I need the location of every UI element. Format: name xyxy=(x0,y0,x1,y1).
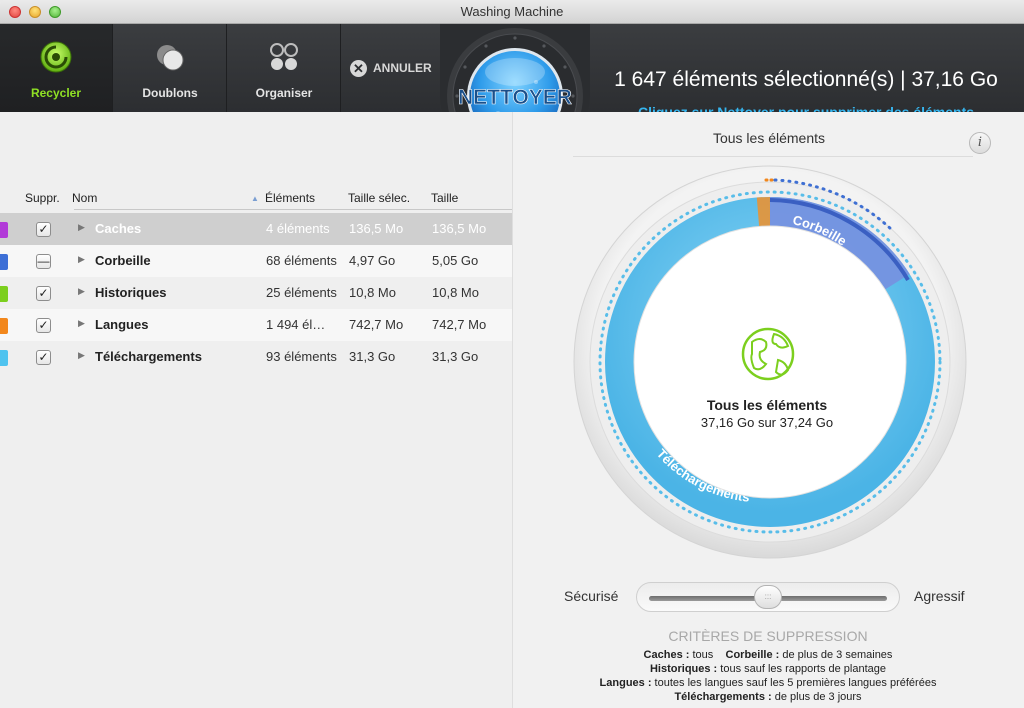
col-size[interactable]: Taille xyxy=(431,191,459,205)
duplicates-icon xyxy=(157,45,184,71)
clean-button-label: NETTOYER xyxy=(458,86,572,109)
delete-checkbox[interactable]: ✓ xyxy=(36,286,51,301)
categories-panel: Suppr. Nom ▲ Éléments Taille sélec. Tail… xyxy=(0,112,512,708)
category-color-swatch xyxy=(0,286,8,302)
row-elements: 1 494 él… xyxy=(266,317,326,332)
row-name: Caches xyxy=(95,221,142,236)
recycle-icon xyxy=(40,41,72,73)
criteria-line: Téléchargements : de plus de 3 jours xyxy=(674,691,862,703)
center-title: Tous les éléments xyxy=(707,397,828,413)
criteria-line: Caches : tous Corbeille : de plus de 3 s… xyxy=(643,649,893,661)
category-color-swatch xyxy=(0,222,8,238)
tab-organiser-label: Organiser xyxy=(255,86,313,100)
title-bar: Washing Machine xyxy=(0,0,1024,24)
organize-icon xyxy=(270,43,298,70)
cancel-button[interactable]: ✕ ANNULER xyxy=(350,59,432,77)
row-size: 10,8 Mo xyxy=(432,285,479,300)
delete-checkbox[interactable]: — xyxy=(36,254,51,269)
aggressiveness-slider-area: Sécurisé ::: Agressif xyxy=(512,578,1024,614)
panel-title: Tous les éléments xyxy=(712,130,826,146)
col-elements[interactable]: Éléments xyxy=(265,191,316,205)
row-size: 31,3 Go xyxy=(432,349,479,364)
criteria-line: Historiques : tous sauf les rapports de … xyxy=(649,663,886,675)
aggressiveness-slider[interactable]: ::: xyxy=(636,582,900,612)
row-name: Historiques xyxy=(95,285,167,300)
table-header: Suppr. Nom ▲ Éléments Taille sélec. Tail… xyxy=(0,190,512,210)
delete-checkbox[interactable]: ✓ xyxy=(36,222,51,237)
row-selected-size: 10,8 Mo xyxy=(349,285,396,300)
disclosure-triangle-icon[interactable]: ▶ xyxy=(78,350,85,360)
zoom-window-button[interactable] xyxy=(49,6,61,18)
selection-summary: 1 647 éléments sélectionné(s) | 37,16 Go xyxy=(614,68,998,91)
delete-checkbox[interactable]: ✓ xyxy=(36,350,51,365)
panel-title-divider xyxy=(573,156,973,157)
row-name: Langues xyxy=(95,317,149,332)
row-size: 742,7 Mo xyxy=(432,317,487,332)
sort-ascending-icon: ▲ xyxy=(251,194,259,203)
row-elements: 68 éléments xyxy=(266,253,337,268)
delete-checkbox[interactable]: ✓ xyxy=(36,318,51,333)
cancel-label: ANNULER xyxy=(373,61,432,75)
criteria-line: Langues : toutes les langues sauf les 5 … xyxy=(599,677,937,689)
minimize-window-button[interactable] xyxy=(29,6,41,18)
tab-recycler-label: Recycler xyxy=(30,86,82,100)
table-row[interactable]: ✓ ▶ Langues 1 494 él… 742,7 Mo 742,7 Mo xyxy=(0,309,512,341)
header-divider xyxy=(74,209,512,210)
row-selected-size: 4,97 Go xyxy=(349,253,396,268)
disclosure-triangle-icon[interactable]: ▶ xyxy=(78,254,85,264)
row-selected-size: 31,3 Go xyxy=(349,349,396,364)
row-elements: 4 éléments xyxy=(266,221,330,236)
ring-dots xyxy=(598,190,942,534)
row-selected-size: 136,5 Mo xyxy=(349,221,404,236)
close-window-button[interactable] xyxy=(9,6,21,18)
info-button[interactable]: i xyxy=(969,132,991,154)
row-selected-size: 742,7 Mo xyxy=(349,317,404,332)
criteria-title: CRITÈRES DE SUPPRESSION xyxy=(668,628,868,644)
window-title: Washing Machine xyxy=(460,4,564,19)
center-subtitle: 37,16 Go sur 37,24 Go xyxy=(701,415,833,430)
tab-organiser[interactable]: Organiser xyxy=(228,24,341,112)
table-row[interactable]: ✓ ▶ Caches 4 éléments 136,5 Mo 136,5 Mo xyxy=(0,213,512,245)
row-elements: 25 éléments xyxy=(266,285,337,300)
tab-recycler[interactable]: Recycler xyxy=(0,24,113,112)
col-suppr[interactable]: Suppr. xyxy=(25,191,60,205)
category-color-swatch xyxy=(0,254,8,270)
row-name: Téléchargements xyxy=(95,349,202,364)
row-size: 136,5 Mo xyxy=(432,221,487,236)
slider-knob[interactable]: ::: xyxy=(754,585,782,609)
table-row[interactable]: ✓ ▶ Historiques 25 éléments 10,8 Mo 10,8… xyxy=(0,277,512,309)
slider-label-aggressive: Agressif xyxy=(914,588,965,604)
ring-trash-segment[interactable] xyxy=(769,196,910,291)
close-icon: ✕ xyxy=(350,59,367,77)
tab-doublons-label: Doublons xyxy=(142,86,198,100)
disclosure-triangle-icon[interactable]: ▶ xyxy=(78,222,85,232)
tab-doublons[interactable]: Doublons xyxy=(114,24,227,112)
category-color-swatch xyxy=(0,350,8,366)
slider-label-safe: Sécurisé xyxy=(564,588,619,604)
row-elements: 93 éléments xyxy=(266,349,337,364)
table-row[interactable]: — ▶ Corbeille 68 éléments 4,97 Go 5,05 G… xyxy=(0,245,512,277)
storage-ring: Corbeille Téléchargements Tous les éléme… xyxy=(573,165,967,559)
row-name: Corbeille xyxy=(95,253,151,268)
category-color-swatch xyxy=(0,318,8,334)
disclosure-triangle-icon[interactable]: ▶ xyxy=(78,318,85,328)
disclosure-triangle-icon[interactable]: ▶ xyxy=(78,286,85,296)
col-name[interactable]: Nom xyxy=(72,191,98,205)
globe-icon xyxy=(741,327,795,381)
table-row[interactable]: ✓ ▶ Téléchargements 93 éléments 31,3 Go … xyxy=(0,341,512,373)
ring-languages-segment[interactable] xyxy=(756,197,771,228)
col-selected-size[interactable]: Taille sélec. xyxy=(348,191,411,205)
row-size: 5,05 Go xyxy=(432,253,479,268)
